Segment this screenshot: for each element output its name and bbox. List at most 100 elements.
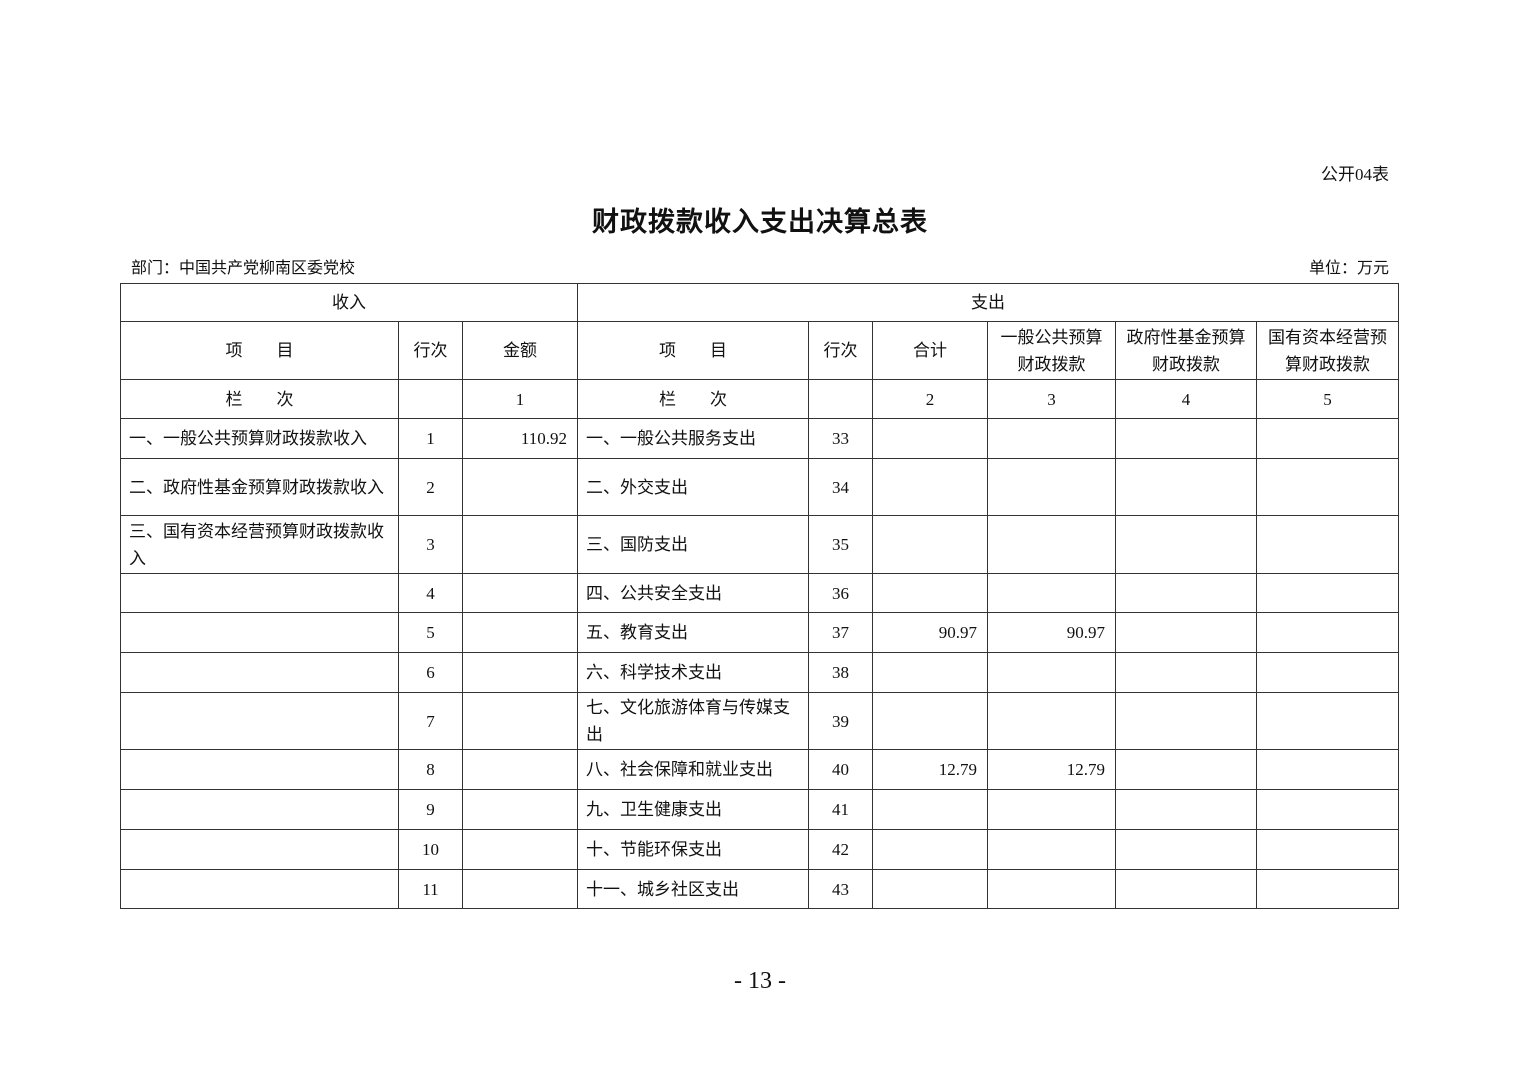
cell-general: [987, 692, 1116, 750]
cell-in-item: [120, 692, 399, 750]
cell-state: [1256, 829, 1399, 870]
cell-general: [987, 789, 1116, 830]
cell-in-item: 三、国有资本经营预算财政拨款收入: [120, 515, 399, 574]
cell-ex-no: 36: [808, 573, 873, 613]
table-row: 5 五、教育支出 37 90.97 90.97: [120, 612, 1399, 653]
cell-in-no: 4: [398, 573, 463, 613]
expense-header: 支出: [577, 283, 1399, 322]
col-index-fund-budget: 4: [1115, 379, 1257, 419]
cell-ex-no: 34: [808, 458, 873, 516]
col-header-income-amount: 金额: [462, 321, 578, 380]
col-index-state-capital: 5: [1256, 379, 1399, 419]
col-index-income-line: [398, 379, 463, 419]
budget-table: 收入 支出 项 目行次 金额项 目行次 合计 一般公共预算财政拨款 政府性基金预算财政拨…: [120, 283, 1399, 909]
cell-total: [872, 652, 988, 693]
cell-fund: [1115, 749, 1257, 790]
cell-fund: [1115, 458, 1257, 516]
cell-fund: [1115, 829, 1257, 870]
cell-ex-no: 35: [808, 515, 873, 574]
cell-ex-item: 十、节能环保支出: [577, 829, 809, 870]
col-header-general-budget: 一般公共预算财政拨款: [987, 321, 1116, 380]
cell-in-no: 2: [398, 458, 463, 516]
cell-fund: [1115, 789, 1257, 830]
col-header-expense-item: 项 目: [577, 321, 809, 380]
cell-fund: [1115, 612, 1257, 653]
cell-in-item: 二、政府性基金预算财政拨款收入: [120, 458, 399, 516]
cell-in-no: 10: [398, 829, 463, 870]
cell-total: [872, 515, 988, 574]
cell-in-amt: [462, 515, 578, 574]
col-header-income-item: 项 目: [120, 321, 399, 380]
cell-general: [987, 869, 1116, 909]
cell-ex-item: 六、科学技术支出: [577, 652, 809, 693]
cell-in-amt: [462, 829, 578, 870]
cell-in-no: 6: [398, 652, 463, 693]
cell-in-amt: [462, 652, 578, 693]
cell-fund: [1115, 515, 1257, 574]
cell-general: [987, 829, 1116, 870]
cell-general: [987, 458, 1116, 516]
col-header-total: 合计: [872, 321, 988, 380]
cell-total: [872, 418, 988, 459]
cell-in-no: 8: [398, 749, 463, 790]
department-label: 部门：中国共产党柳南区委党校: [131, 260, 356, 277]
col-index-income-amount: 1: [462, 379, 578, 419]
cell-in-item: [120, 829, 399, 870]
col-index-total: 2: [872, 379, 988, 419]
cell-general: [987, 573, 1116, 613]
table-row: 10 十、节能环保支出 42: [120, 829, 1399, 870]
table-row: 一、一般公共预算财政拨款收入 1 110.92 一、一般公共服务支出 33: [120, 418, 1399, 459]
table-row: 6 六、科学技术支出 38: [120, 652, 1399, 693]
cell-total: [872, 692, 988, 750]
cell-in-amt: [462, 749, 578, 790]
cell-ex-item: 五、教育支出: [577, 612, 809, 653]
cell-in-item: 一、一般公共预算财政拨款收入: [120, 418, 399, 459]
cell-in-amt: 110.92: [462, 418, 578, 459]
cell-ex-item: 四、公共安全支出: [577, 573, 809, 613]
cell-ex-no: 41: [808, 789, 873, 830]
cell-state: [1256, 573, 1399, 613]
col-header-income-line: 行次: [398, 321, 463, 380]
cell-in-no: 7: [398, 692, 463, 750]
cell-general: [987, 515, 1116, 574]
income-header: 收入: [120, 283, 578, 322]
table-row: 二、政府性基金预算财政拨款收入 2 二、外交支出 34: [120, 458, 1399, 516]
cell-state: [1256, 515, 1399, 574]
cell-total: 90.97: [872, 612, 988, 653]
cell-in-item: [120, 869, 399, 909]
cell-fund: [1115, 652, 1257, 693]
table-row: 三、国有资本经营预算财政拨款收入 3 三、国防支出 35: [120, 515, 1399, 574]
cell-state: [1256, 418, 1399, 459]
cell-ex-no: 38: [808, 652, 873, 693]
cell-state: [1256, 749, 1399, 790]
cell-in-no: 9: [398, 789, 463, 830]
section-header-row: 收入 支出: [120, 283, 1399, 322]
cell-total: [872, 829, 988, 870]
cell-ex-item: 九、卫生健康支出: [577, 789, 809, 830]
cell-in-amt: [462, 789, 578, 830]
cell-in-item: [120, 749, 399, 790]
cell-in-no: 1: [398, 418, 463, 459]
cell-in-amt: [462, 458, 578, 516]
cell-in-item: [120, 789, 399, 830]
col-index-expense-line: [808, 379, 873, 419]
cell-general: [987, 652, 1116, 693]
cell-in-amt: [462, 573, 578, 613]
cell-total: [872, 458, 988, 516]
cell-general: 12.79: [987, 749, 1116, 790]
cell-ex-item: 一、一般公共服务支出: [577, 418, 809, 459]
cell-in-amt: [462, 612, 578, 653]
cell-ex-no: 37: [808, 612, 873, 653]
cell-in-no: 5: [398, 612, 463, 653]
table-row: 9 九、卫生健康支出 41: [120, 789, 1399, 830]
cell-ex-no: 39: [808, 692, 873, 750]
cell-fund: [1115, 573, 1257, 613]
col-index-income-item: 栏 次: [120, 379, 399, 419]
cell-fund: [1115, 692, 1257, 750]
table-row: 7 七、文化旅游体育与传媒支出 39: [120, 692, 1399, 750]
cell-in-amt: [462, 869, 578, 909]
cell-in-amt: [462, 692, 578, 750]
col-header-fund-budget: 政府性基金预算财政拨款: [1115, 321, 1257, 380]
cell-total: [872, 789, 988, 830]
cell-state: [1256, 869, 1399, 909]
